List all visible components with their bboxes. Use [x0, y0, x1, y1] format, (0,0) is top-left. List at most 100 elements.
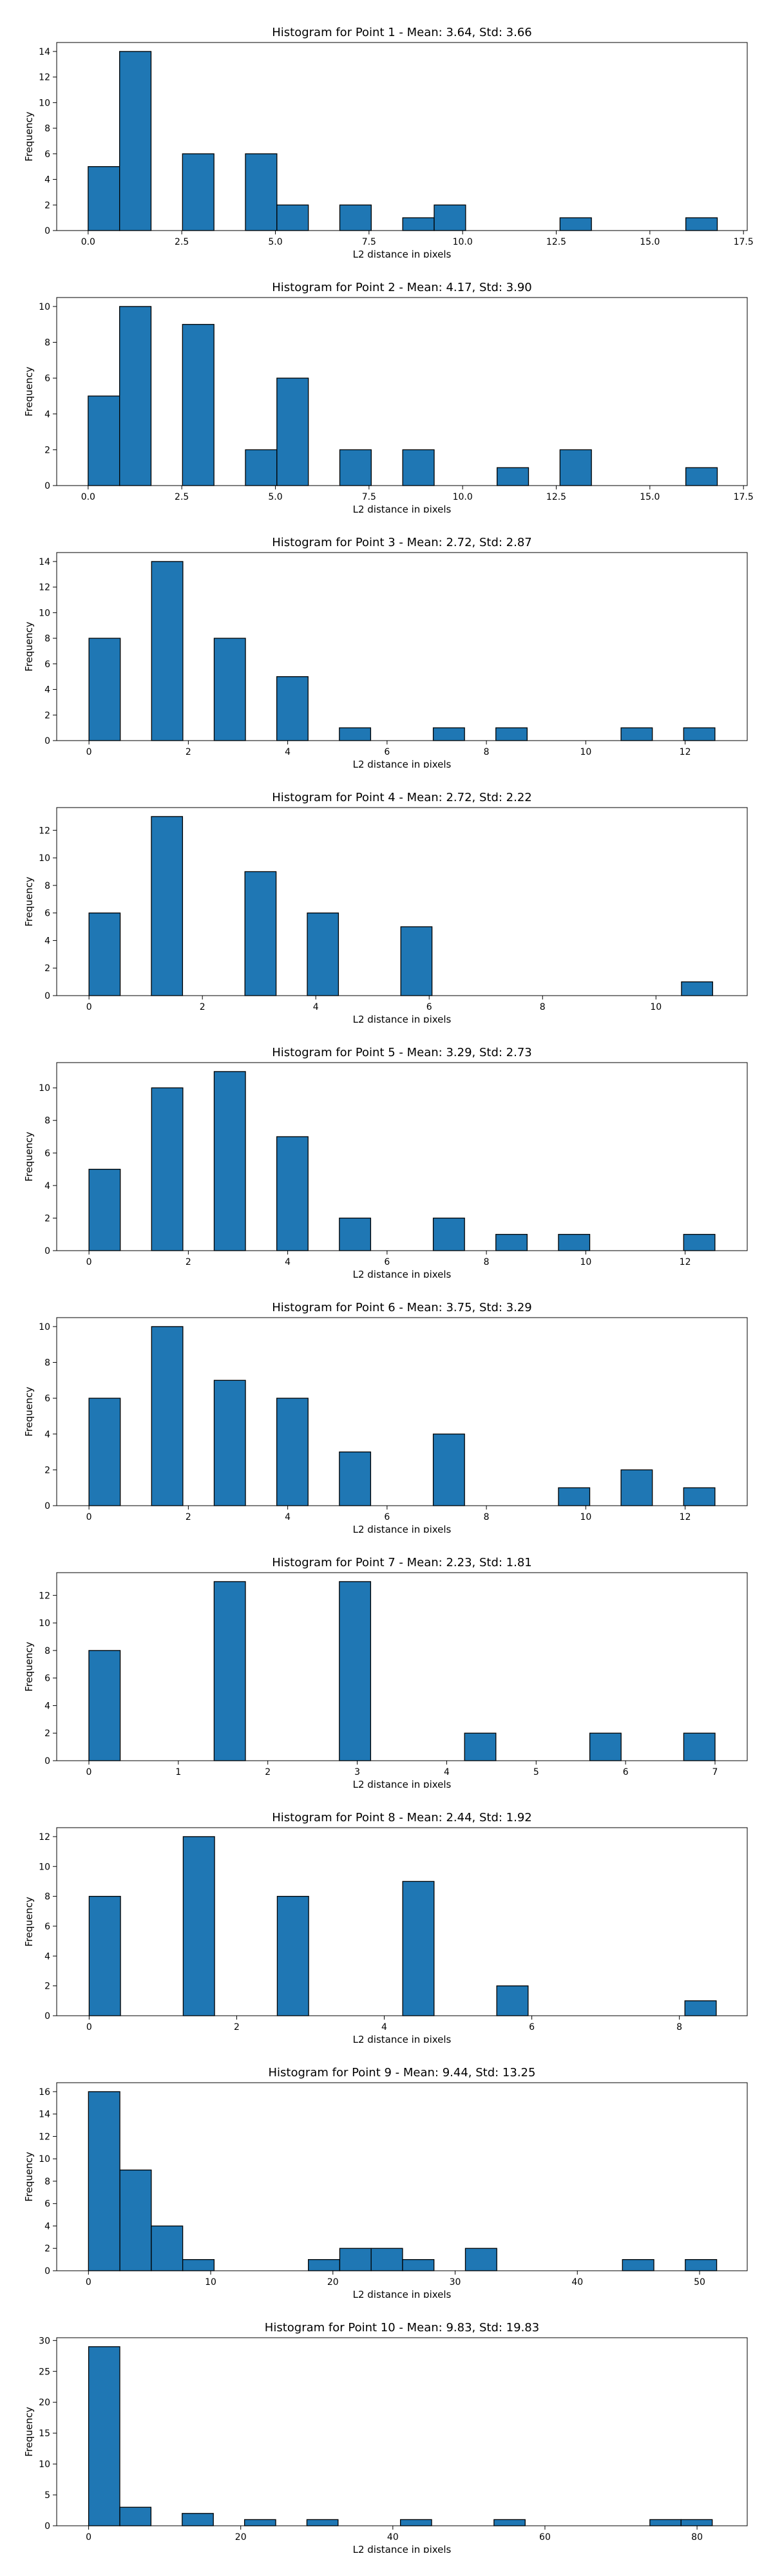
y-tick-label: 2 — [44, 1465, 50, 1475]
histogram-bar — [685, 467, 718, 486]
histogram-bar — [244, 871, 277, 996]
x-tick-label: 10 — [650, 1002, 662, 1012]
x-tick-label: 0.0 — [81, 237, 95, 247]
y-tick-label: 8 — [44, 338, 50, 348]
histogram-bar — [432, 727, 465, 741]
chart-title: Histogram for Point 2 - Mean: 4.17, Std:… — [272, 281, 532, 294]
histogram-bar — [559, 449, 592, 486]
histogram-bar — [88, 2346, 120, 2526]
x-tick-label: 6 — [529, 2022, 535, 2032]
y-tick-label: 0 — [44, 736, 50, 746]
x-tick-label: 17.5 — [734, 237, 754, 247]
histogram-bar — [182, 2513, 214, 2526]
histogram-bar — [307, 912, 339, 996]
histogram-svg-3: Histogram for Point 3 - Mean: 2.72, Std:… — [23, 536, 748, 768]
y-tick-label: 0 — [44, 481, 50, 491]
y-tick-label: 14 — [39, 2110, 50, 2120]
y-tick-label: 6 — [44, 2199, 50, 2210]
histogram-bar — [182, 1836, 215, 2016]
x-tick-label: 0 — [86, 1512, 92, 1522]
histogram-svg-9: Histogram for Point 9 - Mean: 9.44, Std:… — [23, 2066, 748, 2298]
plot-frame — [56, 2337, 748, 2526]
x-tick-label: 30 — [450, 2277, 461, 2287]
histogram-svg-1: Histogram for Point 1 - Mean: 3.64, Std:… — [23, 26, 754, 258]
histogram-bar — [495, 1234, 528, 1251]
histogram-bar — [182, 2259, 215, 2271]
y-axis-label: Frequency — [23, 1132, 35, 1182]
histogram-bar — [308, 2259, 341, 2271]
x-tick-label: 4 — [285, 1512, 291, 1522]
x-axis-label: L2 distance in pixels — [353, 1014, 452, 1023]
x-tick-label: 10 — [580, 1512, 591, 1522]
histogram-bar — [243, 2519, 276, 2526]
chart-title: Histogram for Point 5 - Mean: 3.29, Std:… — [272, 1046, 532, 1059]
histogram-bar — [559, 217, 592, 231]
y-axis-label: Frequency — [23, 876, 35, 927]
histogram-bar — [683, 1487, 716, 1506]
histogram-bar — [399, 2519, 432, 2526]
histogram-bar — [213, 638, 246, 741]
histogram-bar — [213, 1581, 246, 1761]
histogram-bar — [402, 217, 435, 231]
histogram-svg-8: Histogram for Point 8 - Mean: 2.44, Std:… — [23, 1811, 748, 2043]
x-tick-label: 4 — [313, 1002, 319, 1012]
plot-frame — [56, 297, 748, 486]
x-tick-label: 0 — [86, 1002, 92, 1012]
x-tick-label: 60 — [539, 2532, 551, 2543]
y-tick-label: 2 — [44, 1728, 50, 1739]
x-tick-label: 7.5 — [362, 237, 376, 247]
x-tick-label: 5.0 — [268, 237, 282, 247]
y-tick-label: 4 — [44, 685, 50, 696]
x-axis-label: L2 distance in pixels — [353, 2034, 452, 2043]
x-tick-label: 7.5 — [362, 492, 376, 502]
x-tick-label: 6 — [384, 747, 390, 757]
histogram-panel-1: Histogram for Point 1 - Mean: 3.64, Std:… — [0, 3, 773, 258]
y-tick-label: 6 — [44, 909, 50, 919]
y-tick-label: 10 — [39, 608, 50, 618]
x-tick-label: 5 — [533, 1767, 539, 1777]
y-tick-label: 25 — [39, 2367, 50, 2377]
y-axis-label: Frequency — [23, 621, 35, 672]
histogram-bar — [245, 449, 278, 486]
y-tick-label: 4 — [44, 2221, 50, 2231]
histogram-bar — [88, 1650, 121, 1761]
histogram-bar — [680, 2519, 713, 2526]
x-tick-label: 2 — [186, 1257, 191, 1267]
histogram-bar — [276, 377, 309, 486]
y-tick-label: 2 — [44, 1982, 50, 1992]
y-tick-label: 4 — [44, 1701, 50, 1711]
x-axis-label: L2 distance in pixels — [353, 1779, 452, 1788]
y-tick-label: 10 — [39, 853, 50, 864]
histogram-svg-7: Histogram for Point 7 - Mean: 2.23, Std:… — [23, 1556, 748, 1788]
histogram-bar — [182, 153, 215, 231]
histogram-bar — [88, 1397, 121, 1506]
y-tick-label: 10 — [39, 1618, 50, 1629]
y-tick-label: 4 — [44, 1430, 50, 1440]
histogram-bar — [339, 449, 372, 486]
x-tick-label: 4 — [285, 747, 291, 757]
histogram-bar — [685, 217, 718, 231]
y-tick-label: 0 — [44, 1756, 50, 1766]
y-tick-label: 12 — [39, 2132, 50, 2142]
chart-title: Histogram for Point 10 - Mean: 9.83, Std… — [265, 2321, 539, 2334]
histogram-bar — [464, 1732, 497, 1761]
x-tick-label: 80 — [691, 2532, 703, 2543]
x-tick-label: 15.0 — [640, 492, 660, 502]
x-tick-label: 0 — [86, 2532, 91, 2543]
y-tick-label: 10 — [39, 2459, 50, 2470]
histogram-bar — [339, 1217, 372, 1251]
histogram-bar — [496, 1985, 529, 2016]
x-tick-label: 2 — [186, 1512, 191, 1522]
chart-title: Histogram for Point 1 - Mean: 3.64, Std:… — [272, 26, 532, 39]
histogram-bar — [402, 2259, 435, 2271]
histogram-bar — [402, 1880, 435, 2016]
y-tick-label: 8 — [44, 1116, 50, 1126]
x-tick-label: 12.5 — [546, 237, 566, 247]
histogram-bar — [649, 2519, 682, 2526]
chart-title: Histogram for Point 4 - Mean: 2.72, Std:… — [272, 791, 532, 804]
y-axis-label: Frequency — [23, 2407, 35, 2457]
histogram-bar — [88, 166, 120, 231]
x-tick-label: 2 — [265, 1767, 271, 1777]
histogram-panel-6: Histogram for Point 6 - Mean: 3.75, Std:… — [0, 1278, 773, 1533]
x-tick-label: 8 — [484, 747, 490, 757]
